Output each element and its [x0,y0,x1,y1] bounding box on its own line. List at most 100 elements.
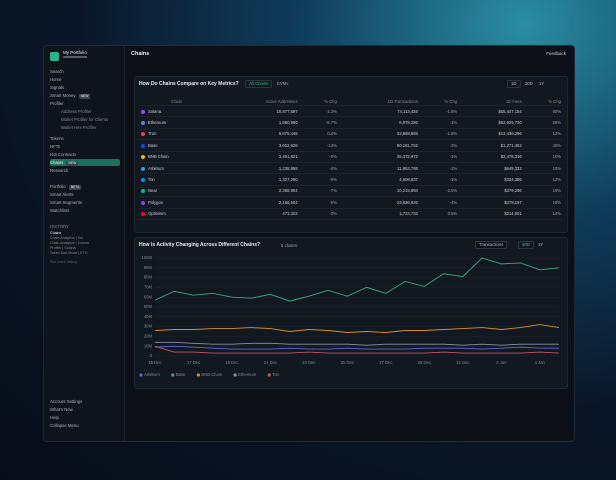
nav-item[interactable]: Smart Alerts [50,191,120,198]
table-cell: Optimism [139,208,215,220]
period-button[interactable]: 1D [507,80,521,88]
cell-text: -1% [449,154,458,160]
cell-text: 10,877,597 [276,108,298,114]
feedback-button[interactable]: Feedback [546,51,566,56]
table-row[interactable]: Solana 10,877,597 -1.3% 74,113,428 -1.6% $55,… [139,105,563,118]
cell-text: 10% [552,154,561,160]
nav-item[interactable]: Tokens [50,135,120,142]
column-header[interactable]: % Chg [299,97,339,106]
x-tick-label: 25 Dec [341,360,354,365]
table-cell: -1% [419,173,460,186]
period-button[interactable]: 30D [525,81,533,86]
nav-item[interactable]: Wallet Profiler for Clients [61,116,131,123]
cell-text: 25,372,972 [396,154,418,160]
table-row[interactable]: Ton 1,327,290 -9% 4,608,837 -1% $334,386 12% [139,173,563,186]
nav-item[interactable]: Portfolio BETA [50,183,120,190]
table-cell: 2,156,504 [214,196,300,209]
cell-text: 5,875,446 [278,131,298,137]
column-header[interactable]: % Chg [419,97,460,106]
nav-item[interactable]: Wallet Hex Profiler [61,124,131,131]
table-cell: $379,296 [459,185,524,198]
history-item[interactable]: Chain Analytics | Ton [50,236,84,240]
history-item[interactable]: Profiler | Solana [50,246,76,250]
cell-text: 2,368,904 [278,188,298,194]
cell-text: 74,113,428 [397,108,418,114]
x-tick-label: 17 Dec [187,360,200,365]
table-row[interactable]: Optimism 471,322 -2% 1,723,733 0.5% $214,001 1… [139,208,563,220]
series-line [155,341,559,346]
nav-item[interactable]: Smart Segments [50,199,120,206]
cell-text: $379,296 [504,188,522,194]
table-row[interactable]: Ethereum 1,960,990 -8.7% 8,978,286 -1% $52,92… [139,116,563,129]
table-row[interactable]: Base 3,602,628 -13% 60,161,752 -3% $1,271,452… [139,139,563,152]
period-button[interactable]: 1Y [539,81,545,86]
nav-item[interactable]: Profiler [50,100,120,107]
history-title: HISTORY [50,224,69,229]
cell-text: 3,451,821 [278,154,298,160]
table-row[interactable]: BNB Chain 3,451,821 -5% 25,372,972 -1% $2,478… [139,151,563,163]
chain-selector[interactable]: 5 chains [281,243,298,248]
nav-item[interactable]: Collapse Menu [50,422,120,429]
y-tick-label: 30M [144,324,153,329]
nav-item[interactable]: Chains NEW [50,159,120,166]
history-more[interactable]: See more history [50,260,78,264]
nav-item[interactable]: Signals [50,84,120,91]
cell-text: 10% [552,165,561,171]
table-cell: 10% [523,151,563,163]
nav-item[interactable]: What's New [50,406,120,413]
nav-item[interactable]: Research [50,167,120,174]
cell-text: $52,929,730 [498,120,522,126]
nav-item[interactable]: Help [50,414,120,421]
column-header[interactable]: % Chg [523,97,563,106]
nav-item[interactable]: NFTs [50,143,120,150]
cell-text: -2.5% [446,188,458,194]
y-tick-label: 50M [144,304,153,309]
table-tab[interactable]: EVMs [277,81,289,86]
column-header[interactable]: Active Addresses [214,97,300,106]
column-header[interactable]: Chain [139,97,215,106]
column-header[interactable]: 1D Fees [459,97,524,106]
cell-text: 2,156,504 [278,199,298,205]
history-item[interactable]: Token God Mode | ETH [50,251,88,255]
column-header[interactable]: 1D Transactions [338,97,420,106]
nav-item[interactable]: Watchlists [50,207,120,214]
portfolio-name[interactable]: My Portfolio [63,50,87,55]
legend-marker [171,373,175,377]
table-row[interactable]: Near 2,368,904 -7% 10,219,894 -2.5% $379,296 1… [139,185,563,198]
y-tick-label: 80M [144,275,153,280]
nav-badge: NEW [66,161,79,166]
cell-text: 19% [552,188,561,194]
nav-item[interactable]: Account Settings [50,398,120,405]
y-tick-label: 100M [142,255,153,260]
nav-item[interactable]: Hot Contracts [50,151,120,158]
cell-text: Ethereum [148,120,167,126]
table-tab[interactable]: All Chains [245,80,273,88]
period-button[interactable]: 1Y [538,242,544,247]
table-row[interactable]: Polygon 2,156,504 -5% 23,836,926 -4% $378,197… [139,196,563,209]
table-cell: Solana [139,105,215,118]
metric-dropdown[interactable]: Transactions [475,241,508,249]
cell-text: -1% [449,177,458,183]
cell-text: 12% [552,131,561,137]
nav-label: Collapse Menu [50,423,79,428]
table-cell: 8,978,286 [338,116,420,129]
cell-text: $649,332 [504,165,522,171]
cell-text: 0.4% [327,131,337,137]
table-cell: 23,836,926 [338,196,420,209]
table-cell: 3,451,821 [214,151,300,163]
table-row[interactable]: Tron 5,875,446 0.4% 32,968,869 -1.8% $12,436,… [139,128,563,141]
history-item[interactable]: Chain Analytics | Solana [50,241,89,245]
cell-text: 12% [552,177,561,183]
history-item[interactable]: Chains [50,231,62,235]
table-row[interactable]: Arbitrum 1,238,958 -4% 11,953,798 -1% $649,33… [139,162,563,175]
period-button[interactable]: 30D [518,241,534,249]
table-cell: -1.6% [419,105,460,118]
cell-text: -5% [329,199,337,205]
nav-item[interactable]: Address Profiler [61,108,131,115]
nav-label: Home [50,77,62,82]
x-tick-label: 15 Dec [148,360,161,365]
nav-item[interactable]: Search [50,68,120,75]
nav-item[interactable]: Home [50,76,120,83]
cell-text: -2% [329,211,337,217]
nav-item[interactable]: Smart Money NEW [50,92,120,99]
